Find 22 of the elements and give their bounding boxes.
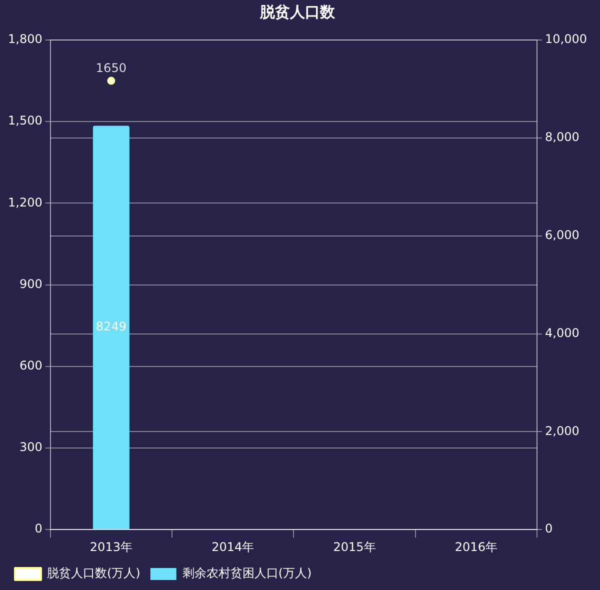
y-tick-label: 600 xyxy=(19,358,42,373)
data-label: 8249 xyxy=(96,320,126,334)
x-tick-label: 2013年 xyxy=(90,540,132,554)
y-tick-label: 1,500 xyxy=(8,114,42,128)
x-tick-label: 2015年 xyxy=(333,540,376,554)
legend-label: 脱贫人口数(万人) xyxy=(47,566,140,580)
y-tick-label: 300 xyxy=(19,440,42,454)
y-tick-label: 900 xyxy=(19,276,42,291)
legend-label: 剩余农村贫困人口(万人) xyxy=(182,566,312,580)
y2-tick-label: 4,000 xyxy=(545,326,580,340)
y2-tick-label: 8,000 xyxy=(545,130,580,144)
x-tick-label: 2014年 xyxy=(212,540,254,554)
data-label: 1650 xyxy=(96,60,126,75)
y-tick-label: 1,800 xyxy=(8,32,42,46)
x-tick-label: 2016年 xyxy=(454,540,498,554)
y-tick-label: 1,200 xyxy=(8,195,42,210)
y2-tick-label: 10,000 xyxy=(545,32,588,46)
y2-tick-label: 0 xyxy=(545,522,553,536)
y2-tick-label: 2,000 xyxy=(545,424,580,438)
y-tick-label: 0 xyxy=(34,522,42,536)
chart-title: 脱贫人口数 xyxy=(259,2,336,21)
y2-tick-label: 6,000 xyxy=(545,228,580,242)
